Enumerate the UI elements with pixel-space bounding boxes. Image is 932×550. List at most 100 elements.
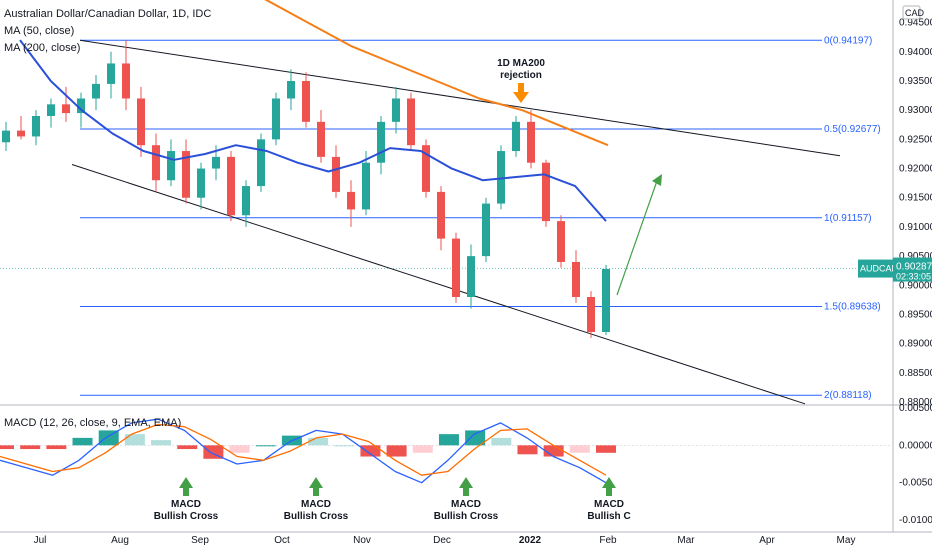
bullish-cross-arrow-shaft bbox=[606, 487, 612, 496]
macd-histogram-bar bbox=[229, 445, 250, 453]
bullish-cross-arrow-shaft bbox=[313, 487, 319, 496]
macd-histogram-bar bbox=[72, 437, 93, 446]
bullish-cross-label: MACD bbox=[301, 499, 331, 510]
price-tick-label: 0.92500 bbox=[899, 134, 932, 145]
candle-body bbox=[512, 121, 520, 152]
macd-histogram-bar bbox=[412, 445, 433, 453]
bullish-cross-label: MACD bbox=[171, 499, 201, 510]
candle-body bbox=[347, 191, 355, 210]
price-tick-label: 0.90500 bbox=[899, 251, 932, 262]
time-tick-label: Oct bbox=[274, 535, 290, 546]
candle-body bbox=[557, 221, 565, 262]
candle-body bbox=[467, 256, 475, 297]
macd-tick-label: -0.01000 bbox=[899, 515, 932, 526]
ma50-line bbox=[19, 39, 607, 222]
candle-body bbox=[107, 63, 115, 84]
macd-axis[interactable]: 0.00500 0.00000 -0.00500 -0.01000 bbox=[899, 403, 932, 526]
macd-histogram-bar bbox=[151, 440, 172, 446]
bullish-cross-sublabel: Bullish Cross bbox=[434, 511, 499, 522]
candle-body bbox=[227, 156, 235, 216]
candle-body bbox=[572, 261, 580, 297]
candle-body bbox=[602, 268, 610, 333]
candle-body bbox=[437, 191, 445, 239]
price-tick-label: 0.92000 bbox=[899, 164, 932, 175]
macd-histogram-bar bbox=[177, 445, 198, 450]
time-tick-label: Dec bbox=[433, 535, 451, 546]
price-tick-label: 0.93500 bbox=[899, 76, 932, 87]
candle-body bbox=[317, 121, 325, 157]
bullish-cross-sublabel: Bullish C bbox=[587, 511, 630, 522]
candle-body bbox=[32, 116, 40, 137]
candle-body bbox=[212, 156, 220, 169]
price-tag-countdown: 02:33:05 bbox=[896, 272, 931, 282]
legend-ma50[interactable]: MA (50, close) bbox=[4, 25, 74, 37]
time-tick-label: Aug bbox=[111, 535, 129, 546]
price-axis[interactable]: 0.94500 0.94000 0.93500 0.93000 0.92500 0.920… bbox=[858, 5, 932, 408]
ma200-line bbox=[264, 0, 609, 147]
ma200-rejection-sublabel: rejection bbox=[500, 70, 542, 81]
price-tick-label: 0.94000 bbox=[899, 47, 932, 58]
price-tag-value: 0.90287 bbox=[896, 262, 932, 273]
ma200-rejection-label: 1D MA200 bbox=[497, 58, 545, 69]
candle-body bbox=[452, 238, 460, 297]
price-tick-label: 0.89500 bbox=[899, 310, 932, 321]
macd-histogram-bar bbox=[308, 437, 329, 446]
time-tick-label: Jul bbox=[34, 535, 47, 546]
bullish-cross-sublabel: Bullish Cross bbox=[284, 511, 349, 522]
price-tick-label: 0.93000 bbox=[899, 105, 932, 116]
candle-body bbox=[62, 104, 70, 114]
bullish-cross-arrow-head bbox=[459, 477, 473, 488]
candle-body bbox=[167, 151, 175, 181]
time-tick-label: Apr bbox=[759, 535, 775, 546]
candle-body bbox=[332, 156, 340, 192]
price-tick-label: 0.94500 bbox=[899, 18, 932, 29]
macd-histogram-bar bbox=[46, 445, 67, 450]
candle-body bbox=[302, 80, 310, 122]
macd-line bbox=[0, 418, 607, 484]
candle-body bbox=[287, 80, 295, 99]
moving-averages bbox=[19, 0, 609, 222]
bullish-cross-arrow-head bbox=[309, 477, 323, 488]
bullish-cross-label: MACD bbox=[451, 499, 481, 510]
candle-body bbox=[242, 186, 250, 216]
upper-trendline bbox=[79, 39, 841, 157]
bullish-cross-arrow-head bbox=[179, 477, 193, 488]
bullish-cross-label: MACD bbox=[594, 499, 624, 510]
candle-body bbox=[362, 162, 370, 210]
macd-histogram-bar bbox=[438, 434, 459, 446]
bullish-cross-arrow-shaft bbox=[463, 487, 469, 496]
projection-arrow-head bbox=[652, 174, 662, 186]
time-tick-label: Nov bbox=[353, 535, 371, 546]
macd-histogram-bar bbox=[98, 430, 119, 446]
down-arrow-shaft bbox=[518, 83, 524, 93]
bullish-cross-arrow-head bbox=[602, 477, 616, 488]
fib-level-label: 1(0.91157) bbox=[824, 213, 872, 224]
macd-histogram-bar bbox=[255, 445, 276, 447]
candle-body bbox=[152, 145, 160, 181]
macd-histogram-bar bbox=[596, 445, 616, 453]
candle-body bbox=[272, 98, 280, 140]
chart-title: Australian Dollar/Canadian Dollar, 1D, I… bbox=[4, 8, 211, 20]
candle-body bbox=[407, 98, 415, 146]
macd-histogram-bar bbox=[360, 445, 381, 457]
lower-trendline bbox=[71, 163, 806, 405]
price-tick-label: 0.90000 bbox=[899, 280, 932, 291]
time-axis[interactable]: Jul Aug Sep Oct Nov Dec 2022 Feb Mar Apr May bbox=[34, 535, 856, 546]
macd-title: MACD (12, 26, close, 9, EMA, EMA) bbox=[4, 417, 181, 429]
symbol-tag-label: AUDCAD bbox=[860, 264, 899, 274]
candle-body bbox=[17, 130, 25, 137]
candlestick-series bbox=[2, 40, 610, 338]
time-tick-label: Sep bbox=[191, 535, 209, 546]
candle-body bbox=[377, 121, 385, 163]
channel-trendlines bbox=[71, 39, 841, 405]
candle-body bbox=[122, 63, 130, 99]
fib-level-label: 2(0.88118) bbox=[824, 390, 872, 401]
legend-ma200[interactable]: MA (200, close) bbox=[4, 42, 80, 54]
candle-body bbox=[482, 203, 490, 257]
macd-histogram-bar bbox=[334, 445, 355, 447]
candle-body bbox=[392, 98, 400, 122]
candle-body bbox=[92, 83, 100, 99]
candle-body bbox=[77, 98, 85, 114]
currency-label: CAD bbox=[905, 8, 925, 18]
